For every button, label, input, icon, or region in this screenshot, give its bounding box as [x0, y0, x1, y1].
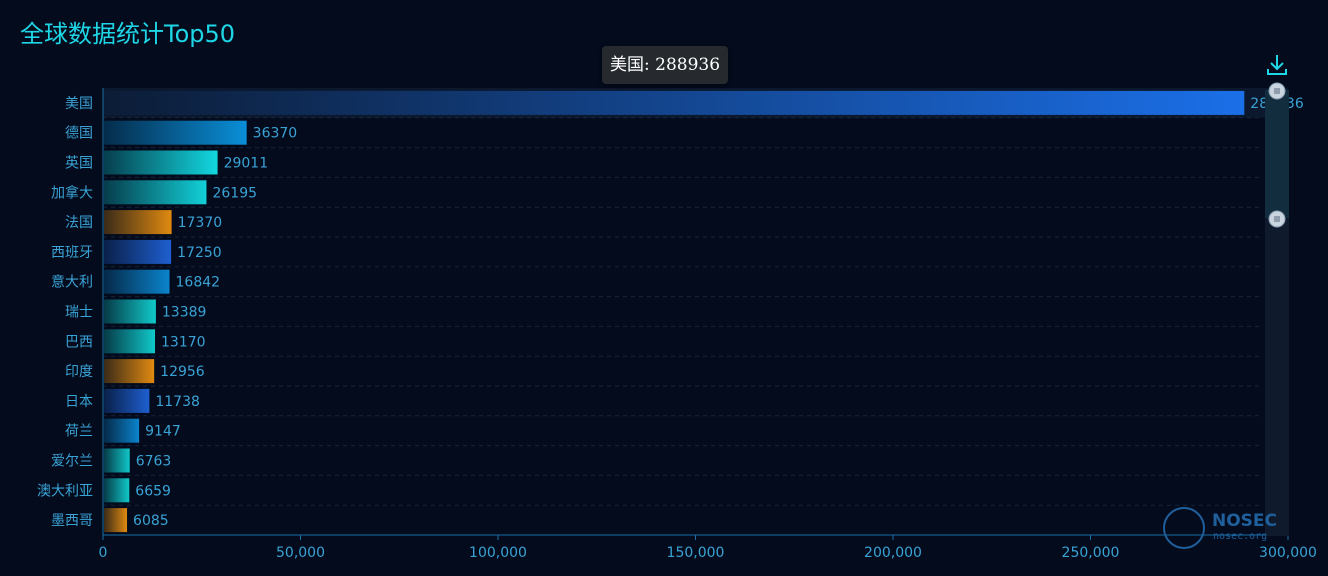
x-tick-label: 50,000	[276, 545, 325, 561]
category-label: 德国	[65, 126, 93, 142]
value-label: 6659	[135, 483, 171, 499]
category-label: 加拿大	[51, 184, 93, 201]
bar[interactable]	[104, 210, 172, 235]
category-label: 英国	[65, 155, 93, 172]
category-label: 爱尔兰	[51, 454, 93, 470]
category-label: 印度	[65, 364, 93, 380]
x-tick-label: 200,000	[864, 545, 922, 561]
value-label: 11738	[155, 394, 200, 410]
category-label: 日本	[65, 394, 93, 410]
category-label: 美国	[65, 96, 93, 112]
bar[interactable]	[104, 388, 150, 413]
watermark-sub: nosec.org	[1213, 531, 1268, 542]
value-label: 13170	[161, 334, 206, 350]
bar[interactable]	[104, 359, 155, 384]
value-label: 17370	[178, 215, 223, 231]
nosec-logo-icon	[1163, 507, 1205, 549]
category-label: 西班牙	[51, 245, 93, 261]
download-icon[interactable]	[1264, 52, 1290, 78]
bar[interactable]	[104, 299, 156, 324]
bar[interactable]	[104, 478, 130, 503]
value-label: 26195	[212, 185, 257, 201]
x-tick-label: 0	[99, 545, 108, 561]
bar[interactable]	[104, 418, 140, 443]
value-label: 36370	[253, 126, 298, 142]
value-label: 17250	[177, 245, 222, 261]
x-tick-label: 150,000	[667, 545, 725, 561]
category-label: 墨西哥	[51, 513, 93, 529]
bar[interactable]	[104, 508, 128, 533]
watermark: NOSEC nosec.org	[1163, 507, 1303, 555]
x-tick-label: 300,000	[1259, 545, 1317, 561]
value-label: 9147	[145, 424, 181, 440]
datazoom-window[interactable]	[1265, 90, 1289, 218]
category-label: 巴西	[65, 334, 93, 350]
category-label: 意大利	[51, 274, 93, 291]
value-label: 6085	[133, 513, 169, 529]
value-label: 16842	[176, 275, 221, 291]
category-label: 法国	[65, 215, 93, 231]
x-tick-label: 250,000	[1062, 545, 1120, 561]
chart-title: 全球数据统计Top50	[20, 20, 236, 48]
category-label: 瑞士	[65, 305, 93, 321]
value-label: 13389	[162, 305, 207, 321]
bar[interactable]	[104, 329, 156, 354]
category-label: 澳大利亚	[37, 483, 93, 499]
bar[interactable]	[104, 120, 247, 145]
bar[interactable]	[104, 150, 218, 175]
chart-tooltip: 美国: 288936	[602, 46, 729, 84]
category-label: 荷兰	[65, 424, 93, 440]
bar[interactable]	[104, 90, 1245, 115]
bar[interactable]	[104, 448, 130, 473]
bar[interactable]	[104, 239, 172, 264]
bar[interactable]	[104, 269, 170, 294]
watermark-name: NOSEC	[1212, 511, 1278, 531]
bar[interactable]	[104, 180, 207, 205]
value-label: 29011	[224, 156, 269, 172]
x-tick-label: 100,000	[469, 545, 527, 561]
value-label: 12956	[160, 364, 205, 380]
value-label: 6763	[136, 454, 172, 470]
